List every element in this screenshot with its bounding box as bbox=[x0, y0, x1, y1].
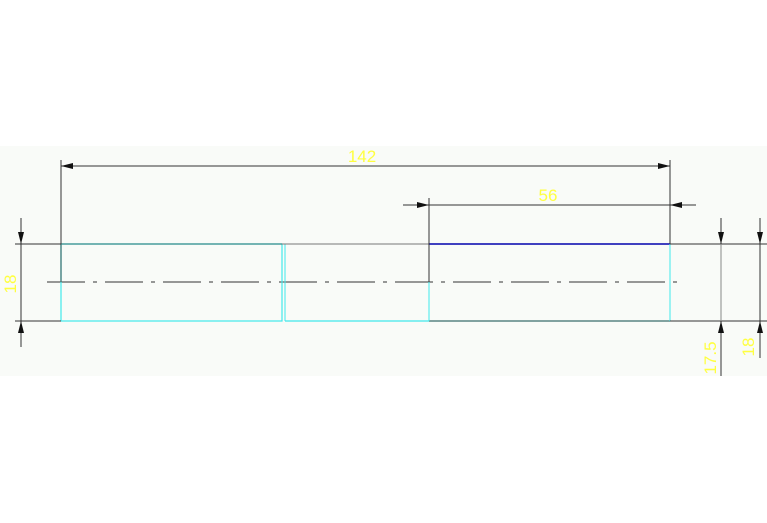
dimension-text-overall-length: 142 bbox=[348, 147, 376, 166]
dimension-text-inner-diameter: 17.5 bbox=[701, 341, 720, 374]
dimension-text-right-section: 56 bbox=[539, 186, 558, 205]
shaft-outline bbox=[60, 243, 671, 322]
dimension-text-left-diameter: 18 bbox=[1, 275, 20, 294]
drawing-area bbox=[0, 146, 767, 376]
dimension-text-outer-diameter: 18 bbox=[739, 338, 758, 357]
